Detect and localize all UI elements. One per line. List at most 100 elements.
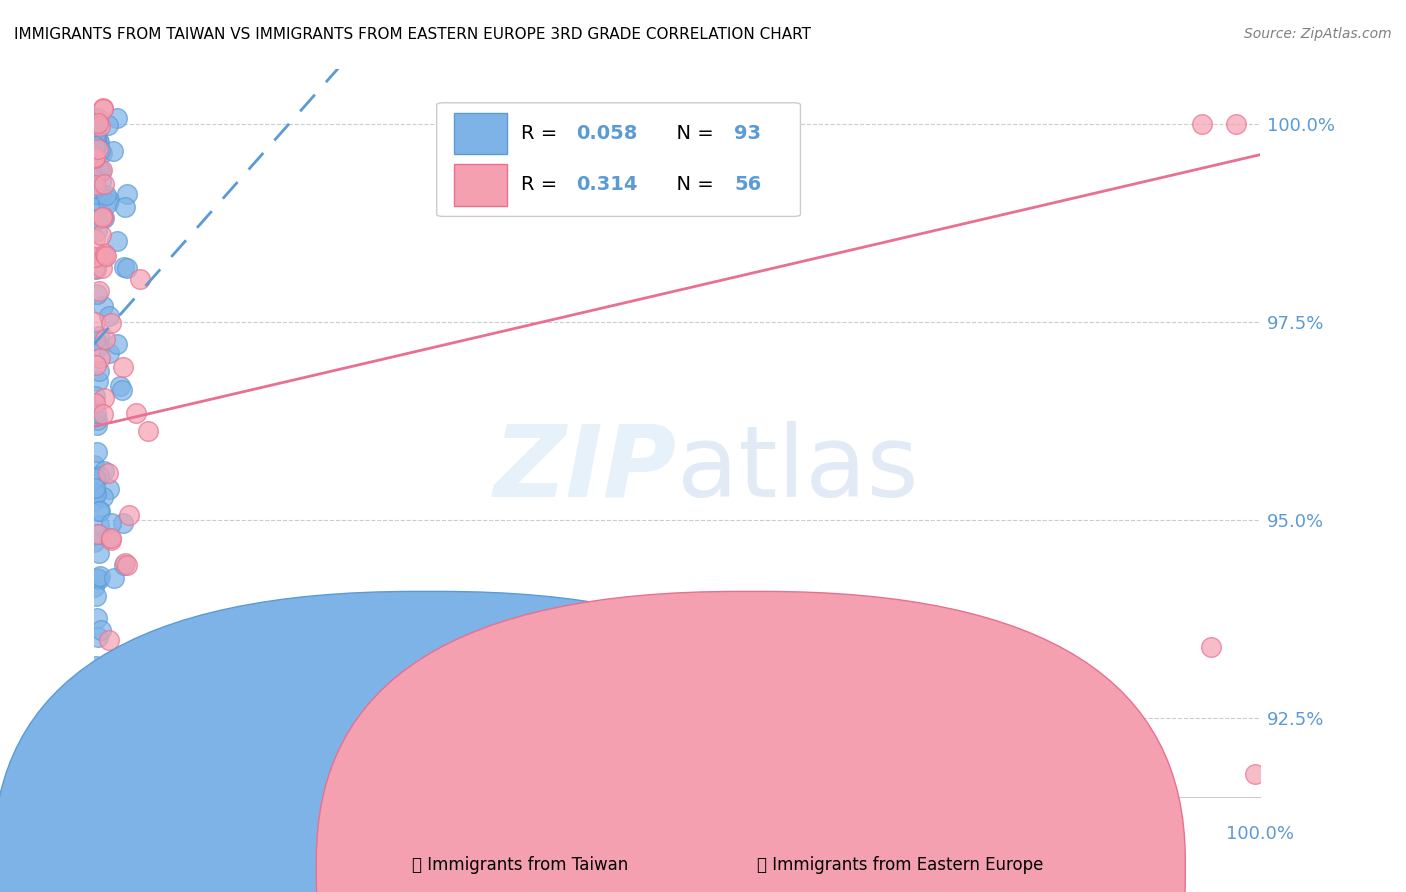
Taiwan [98, 194, 121, 208]
Eastern Europe [136, 424, 159, 438]
Eastern Europe [1191, 117, 1213, 131]
Eastern Europe [91, 101, 114, 115]
Taiwan [93, 250, 115, 264]
Taiwan [111, 384, 134, 398]
Text: ⬜ Immigrants from Eastern Europe: ⬜ Immigrants from Eastern Europe [756, 856, 1043, 874]
Eastern Europe [94, 249, 117, 263]
Eastern Europe [131, 675, 153, 690]
Taiwan [83, 458, 105, 472]
Eastern Europe [100, 531, 122, 545]
Taiwan [103, 571, 125, 585]
Eastern Europe [174, 712, 197, 726]
Text: atlas: atlas [676, 421, 918, 517]
Taiwan [84, 173, 107, 187]
Taiwan [87, 375, 110, 389]
Taiwan [89, 572, 111, 586]
Eastern Europe [91, 102, 114, 116]
Eastern Europe [125, 406, 148, 420]
Taiwan [89, 135, 111, 149]
Taiwan [87, 630, 110, 644]
Taiwan [83, 493, 105, 508]
Eastern Europe [90, 228, 112, 243]
Taiwan [86, 571, 108, 585]
Eastern Europe [253, 635, 276, 649]
Eastern Europe [142, 712, 165, 726]
Eastern Europe [94, 332, 117, 346]
Eastern Europe [91, 260, 114, 275]
Eastern Europe [84, 232, 107, 246]
Taiwan [105, 111, 128, 125]
Text: ⬜ Immigrants from Taiwan: ⬜ Immigrants from Taiwan [412, 856, 628, 874]
Text: 0.0%: 0.0% [72, 825, 117, 843]
Taiwan [101, 144, 124, 158]
Taiwan [87, 328, 110, 343]
Taiwan [115, 260, 138, 275]
Taiwan [84, 122, 107, 136]
Taiwan [87, 546, 110, 560]
Taiwan [83, 534, 105, 549]
Taiwan [84, 262, 107, 277]
Taiwan [86, 224, 108, 238]
Taiwan [114, 201, 136, 215]
Taiwan [86, 486, 108, 500]
Taiwan [83, 180, 105, 194]
Eastern Europe [84, 358, 107, 372]
Eastern Europe [91, 407, 114, 421]
Taiwan [86, 187, 108, 202]
Taiwan [89, 569, 111, 583]
Eastern Europe [97, 466, 120, 480]
Taiwan [86, 111, 108, 125]
Eastern Europe [83, 151, 105, 165]
Text: 100.0%: 100.0% [1226, 825, 1294, 843]
Eastern Europe [94, 734, 117, 748]
Taiwan [111, 516, 134, 531]
Eastern Europe [100, 316, 122, 330]
Taiwan [86, 611, 108, 625]
Eastern Europe [84, 178, 107, 192]
Eastern Europe [184, 643, 207, 657]
Taiwan [90, 623, 112, 637]
Taiwan [89, 144, 111, 158]
Taiwan [83, 112, 105, 126]
Taiwan [115, 186, 138, 201]
Eastern Europe [114, 556, 136, 570]
Taiwan [87, 526, 110, 541]
Taiwan [89, 364, 111, 378]
Taiwan [84, 127, 107, 141]
Eastern Europe [93, 391, 115, 405]
Taiwan [100, 516, 122, 531]
Taiwan [86, 412, 108, 426]
Taiwan [87, 111, 110, 125]
Taiwan [89, 664, 111, 678]
Taiwan [83, 175, 105, 189]
Eastern Europe [91, 249, 114, 263]
Taiwan [83, 128, 105, 143]
Eastern Europe [83, 150, 105, 164]
Taiwan [93, 211, 115, 225]
Taiwan [91, 490, 114, 504]
Eastern Europe [90, 163, 112, 178]
Taiwan [84, 486, 107, 500]
Eastern Europe [83, 260, 105, 275]
Taiwan [87, 163, 110, 178]
Text: Source: ZipAtlas.com: Source: ZipAtlas.com [1244, 27, 1392, 41]
Eastern Europe [254, 738, 277, 752]
Eastern Europe [242, 749, 264, 764]
Taiwan [90, 173, 112, 187]
Taiwan [86, 287, 108, 301]
Eastern Europe [129, 272, 152, 286]
Eastern Europe [87, 284, 110, 298]
Eastern Europe [91, 211, 114, 225]
Eastern Europe [94, 247, 117, 261]
Taiwan [105, 234, 128, 248]
Eastern Europe [1244, 767, 1267, 781]
Eastern Europe [98, 632, 121, 647]
Taiwan [91, 300, 114, 314]
Taiwan [97, 195, 120, 210]
Taiwan [105, 337, 128, 351]
Taiwan [84, 481, 107, 495]
Taiwan [84, 389, 107, 403]
Eastern Europe [1199, 640, 1222, 654]
Eastern Europe [117, 558, 139, 572]
Eastern Europe [87, 527, 110, 541]
